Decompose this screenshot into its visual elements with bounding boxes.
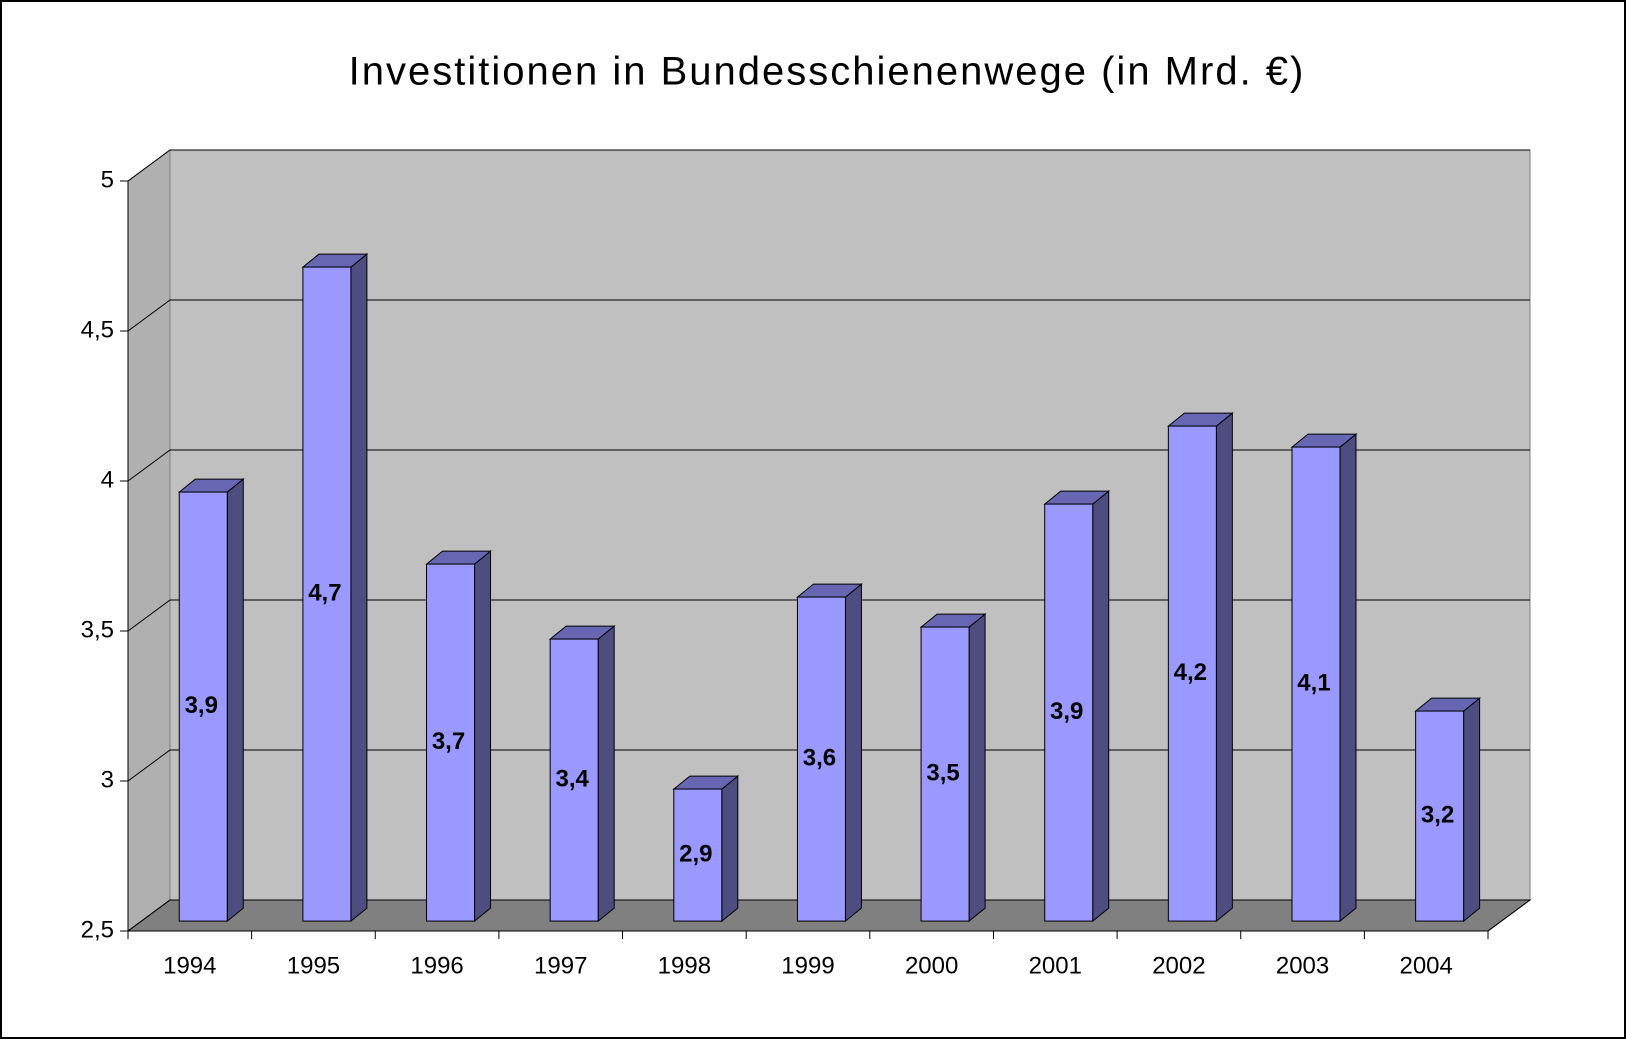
bar-side (1463, 697, 1481, 923)
bar (1415, 710, 1465, 922)
bar-side (844, 583, 862, 923)
chart-title: Investitionen in Bundesschienenwege (in … (349, 50, 1306, 94)
value-label: 3,5 (926, 759, 959, 786)
bar-side (474, 550, 492, 923)
bar-side (1215, 412, 1233, 923)
bar-side (597, 625, 615, 923)
y-tick-label: 3,5 (81, 616, 114, 643)
value-label: 3,9 (1050, 698, 1083, 725)
value-label: 3,7 (432, 728, 465, 755)
bar-side (721, 775, 739, 923)
bar (796, 596, 846, 922)
bar (302, 266, 352, 922)
grid-line (127, 299, 1530, 332)
x-tick-label: 1994 (163, 952, 216, 979)
value-label: 3,4 (555, 765, 589, 792)
value-label: 4,1 (1297, 669, 1330, 696)
value-label: 4,2 (1174, 659, 1207, 686)
bar (1167, 425, 1217, 922)
bar (1291, 446, 1341, 922)
x-tick-label: 2001 (1029, 952, 1082, 979)
y-tick-label: 4,5 (81, 316, 114, 343)
x-tick-label: 1996 (410, 952, 463, 979)
bar (178, 491, 228, 922)
x-tick-label: 2003 (1276, 952, 1329, 979)
bar-side (1339, 433, 1357, 923)
x-tick-label: 1998 (658, 952, 711, 979)
floor-edge (1487, 899, 1531, 932)
bar (673, 788, 723, 922)
bar-side (350, 253, 368, 923)
y-tick-label: 2,5 (81, 916, 114, 943)
bar (549, 638, 599, 922)
y-tick-label: 5 (101, 166, 114, 193)
bar-side (226, 478, 244, 923)
x-tick-label: 1997 (534, 952, 587, 979)
x-tick-label: 2000 (905, 952, 958, 979)
x-tick-label: 2002 (1152, 952, 1205, 979)
grid-line (127, 449, 1530, 482)
y-tick-label: 4 (101, 466, 114, 493)
x-tick-label: 1995 (287, 952, 340, 979)
value-label: 4,7 (308, 579, 341, 606)
side-wall (127, 149, 171, 932)
bar (920, 626, 970, 922)
bar (426, 563, 476, 922)
value-label: 3,9 (185, 692, 218, 719)
y-tick-label: 3 (101, 766, 114, 793)
value-label: 3,2 (1421, 801, 1454, 828)
grid-line (127, 149, 1530, 182)
bar (1044, 503, 1094, 922)
value-label: 3,6 (803, 744, 836, 771)
x-tick-label: 1999 (781, 952, 834, 979)
value-label: 2,9 (679, 840, 712, 867)
bar-side (1092, 490, 1110, 923)
x-tick-label: 2004 (1399, 952, 1452, 979)
bar-side (968, 613, 986, 923)
